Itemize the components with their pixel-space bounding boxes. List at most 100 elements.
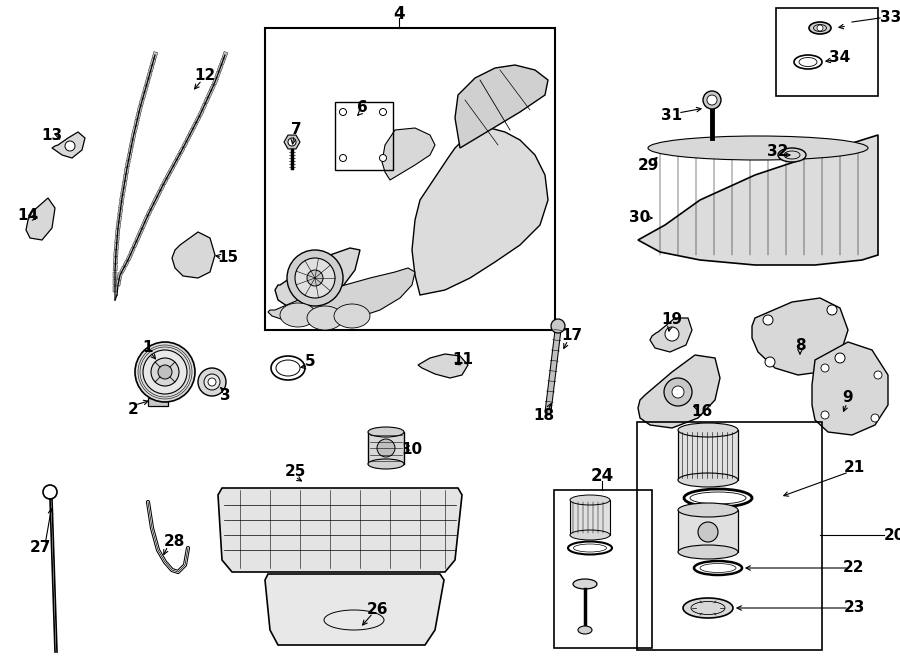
Ellipse shape [678,545,738,559]
Circle shape [288,138,296,146]
Bar [123,174,128,180]
Circle shape [707,95,717,105]
Circle shape [287,250,343,306]
Bar [130,139,134,146]
Bar [137,106,142,112]
Text: 10: 10 [401,442,423,457]
Circle shape [698,522,718,542]
Polygon shape [752,298,848,375]
Circle shape [339,108,346,116]
Text: 12: 12 [194,67,216,83]
Bar [113,272,117,278]
Text: 30: 30 [629,210,651,225]
Bar [121,188,126,194]
Ellipse shape [778,148,806,162]
Circle shape [827,305,837,315]
Bar [123,260,130,267]
Ellipse shape [678,473,738,487]
Polygon shape [265,574,444,645]
Bar [116,280,121,286]
Bar [129,247,135,254]
Bar [136,112,140,119]
Bar [198,110,204,117]
Bar [122,181,127,188]
Text: 19: 19 [662,313,682,327]
Bar [201,103,207,110]
Circle shape [380,108,386,116]
Circle shape [143,350,187,394]
Bar [135,235,141,242]
Text: 24: 24 [590,467,614,485]
Ellipse shape [334,304,370,328]
Bar [132,126,138,133]
Circle shape [664,378,692,406]
Bar [145,79,150,85]
Circle shape [672,386,684,398]
Circle shape [135,342,195,402]
Bar [210,84,215,91]
Ellipse shape [578,626,592,634]
Circle shape [208,378,216,386]
Circle shape [871,414,879,422]
Polygon shape [275,248,360,308]
Bar [130,133,136,139]
Bar [368,432,404,464]
Bar [188,128,194,136]
Circle shape [377,439,395,457]
Polygon shape [418,354,468,378]
Text: 23: 23 [843,600,865,615]
Bar [172,159,178,167]
Bar [128,147,133,153]
Bar [138,228,144,235]
Polygon shape [382,128,435,180]
Text: 20: 20 [884,527,900,543]
Circle shape [665,327,679,341]
Bar [140,221,147,229]
Polygon shape [172,232,215,278]
Bar [127,153,131,160]
Bar [115,229,120,236]
Ellipse shape [683,598,733,618]
Bar [335,102,393,170]
Bar [116,223,121,229]
Polygon shape [218,488,462,572]
Bar [178,147,184,154]
Bar [117,272,122,280]
Bar [212,78,219,85]
Bar [156,190,162,198]
Bar [147,72,152,79]
Text: 8: 8 [795,338,806,352]
Bar [148,398,168,406]
Text: 2: 2 [128,403,139,418]
Bar [194,116,201,123]
Bar [120,266,126,273]
Bar [182,141,188,148]
Bar [148,65,154,72]
Circle shape [703,91,721,109]
Text: 16: 16 [691,405,713,420]
Bar [265,28,555,330]
Bar [139,98,144,106]
Bar [113,286,117,292]
Bar [152,52,158,58]
Bar [217,65,223,71]
Polygon shape [650,318,692,352]
Bar [134,119,140,126]
Text: 3: 3 [220,387,230,403]
Polygon shape [638,355,720,428]
Bar [220,58,226,65]
Bar [554,490,652,648]
Polygon shape [412,128,548,295]
Bar [113,258,118,264]
Ellipse shape [368,459,404,469]
Circle shape [821,364,829,372]
Text: 17: 17 [562,327,582,342]
Text: 15: 15 [218,251,238,266]
Bar [124,167,129,174]
Text: 6: 6 [356,100,367,116]
Text: 21: 21 [843,461,865,475]
Text: 34: 34 [830,50,850,65]
Circle shape [295,258,335,298]
Ellipse shape [570,495,610,505]
Text: 27: 27 [30,541,50,555]
